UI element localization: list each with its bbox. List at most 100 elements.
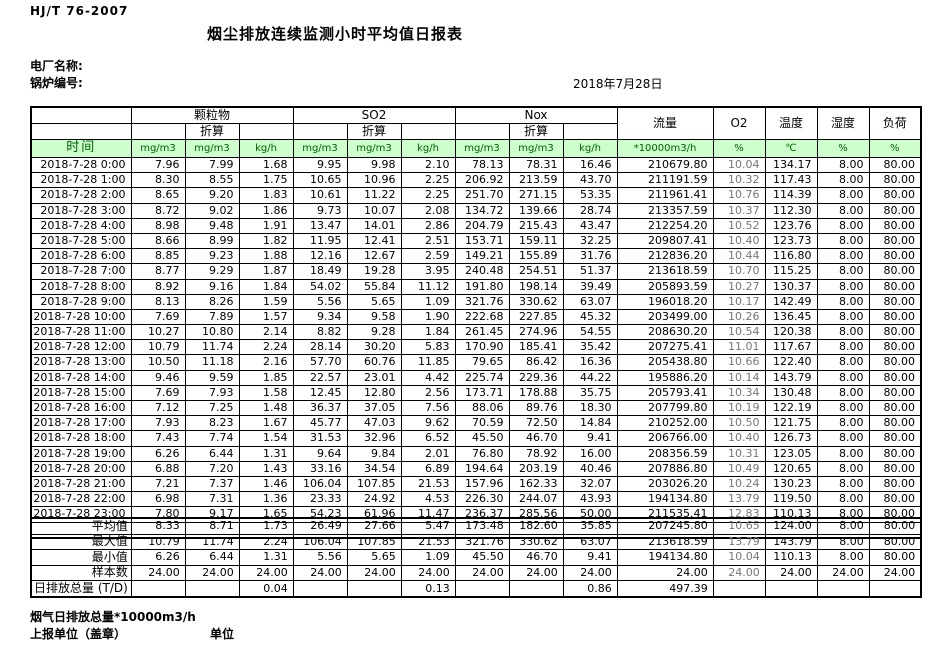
- value-cell: 54.02: [292, 278, 348, 295]
- value-cell: 24.00: [508, 564, 564, 582]
- value-cell: 213357.59: [616, 202, 714, 219]
- blank-cell: [292, 123, 348, 140]
- value-cell: 8.65: [130, 187, 186, 204]
- value-cell: 11.74: [184, 339, 240, 356]
- value-cell: 3.95: [400, 263, 456, 280]
- value-cell: 7.31: [184, 491, 240, 508]
- value-cell: 10.66: [712, 354, 766, 371]
- value-cell: 8.00: [816, 475, 870, 493]
- value-cell: 6.89: [400, 460, 456, 477]
- value-cell: 24.92: [346, 491, 402, 508]
- value-cell: 80.00: [868, 339, 922, 356]
- value-cell: 0.04: [238, 580, 294, 598]
- value-cell: 27.66: [346, 517, 402, 535]
- table-row: 2018-7-28 5:00 8.66 8.99 1.82 11.95 12.41 2.51…: [30, 232, 922, 250]
- value-cell: 185.41: [508, 339, 564, 356]
- value-cell: 80.00: [868, 445, 922, 462]
- time-cell: 2018-7-28 6:00: [30, 248, 132, 265]
- value-cell: 8.00: [816, 156, 870, 174]
- value-cell: [346, 580, 402, 598]
- value-cell: 8.99: [184, 232, 240, 250]
- value-cell: 1.68: [238, 156, 294, 174]
- time-cell: 2018-7-28 16:00: [30, 399, 132, 417]
- value-cell: 46.70: [508, 549, 564, 566]
- value-cell: 80.00: [868, 475, 922, 493]
- value-cell: 80.00: [868, 430, 922, 447]
- value-cell: 1.73: [238, 517, 294, 535]
- value-cell: 126.73: [764, 430, 818, 447]
- value-cell: 7.12: [130, 399, 186, 417]
- value-cell: 8.66: [130, 232, 186, 250]
- value-cell: 80.00: [868, 399, 922, 417]
- value-cell: 6.26: [130, 445, 186, 462]
- value-cell: 80.00: [868, 415, 922, 432]
- value-cell: 2.25: [400, 187, 456, 204]
- time-cell: 2018-7-28 11:00: [30, 324, 132, 341]
- value-cell: 80.00: [868, 202, 922, 219]
- summary-row: 最小值 6.26 6.44 1.31 5.56 5.65 1.09 45.50 46.70 9.4…: [30, 549, 922, 566]
- value-cell: 106.04: [292, 533, 348, 551]
- value-cell: [454, 580, 510, 598]
- value-cell: 23.01: [346, 369, 402, 386]
- value-cell: 32.07: [562, 475, 618, 493]
- value-cell: 80.00: [868, 324, 922, 341]
- value-cell: 24.00: [562, 564, 618, 582]
- value-cell: 204.79: [454, 217, 510, 234]
- value-cell: 8.92: [130, 278, 186, 295]
- value-cell: [292, 580, 348, 598]
- table-row: 2018-7-28 19:00 6.26 6.44 1.31 9.64 9.84 2.01 7…: [30, 445, 922, 462]
- value-cell: 88.06: [454, 399, 510, 417]
- value-cell: 2.59: [400, 248, 456, 265]
- value-cell: 207799.80: [616, 399, 714, 417]
- value-cell: 24.00: [616, 564, 714, 582]
- value-cell: 9.16: [184, 278, 240, 295]
- report-unit-label: 上报单位（盖章）: [30, 627, 127, 641]
- col-load: 负荷: [868, 106, 922, 140]
- value-cell: 8.00: [816, 232, 870, 250]
- blank-cell: [454, 123, 510, 140]
- value-cell: 35.75: [562, 384, 618, 402]
- value-cell: 1.09: [400, 293, 456, 310]
- summary-label: 样本数: [30, 564, 132, 582]
- value-cell: 1.82: [238, 232, 294, 250]
- value-cell: 136.45: [764, 308, 818, 326]
- time-cell: 2018-7-28 7:00: [30, 263, 132, 280]
- value-cell: 8.00: [816, 278, 870, 295]
- value-cell: 139.66: [508, 202, 564, 219]
- summary-row: 日排放总量 (T/D) 0.04 0.13 0.86 497.39: [30, 580, 922, 598]
- table-row: 2018-7-28 12:00 10.79 11.74 2.24 28.14 30.20 5…: [30, 339, 922, 356]
- value-cell: 8.00: [816, 399, 870, 417]
- value-cell: 63.07: [562, 293, 618, 310]
- value-cell: 153.71: [454, 232, 510, 250]
- value-cell: 9.64: [292, 445, 348, 462]
- value-cell: 10.07: [346, 202, 402, 219]
- time-cell: 2018-7-28 9:00: [30, 293, 132, 310]
- value-cell: 10.14: [712, 369, 766, 386]
- unit-cell: ℃: [764, 139, 818, 158]
- value-cell: 43.70: [562, 172, 618, 189]
- value-cell: 134.72: [454, 202, 510, 219]
- value-cell: 78.31: [508, 156, 564, 174]
- col-group-particulate: 颗粒物: [130, 106, 294, 124]
- value-cell: 5.47: [400, 517, 456, 535]
- value-cell: 1.48: [238, 399, 294, 417]
- converted-label-particulate: 折算: [184, 123, 240, 140]
- value-cell: 9.34: [292, 308, 348, 326]
- value-cell: 21.53: [400, 533, 456, 551]
- time-cell: 2018-7-28 4:00: [30, 217, 132, 234]
- unit-cell: kg/h: [238, 139, 294, 158]
- value-cell: 10.96: [346, 172, 402, 189]
- table-row: 2018-7-28 8:00 8.92 9.16 1.84 54.02 55.84 11.1…: [30, 278, 922, 295]
- value-cell: [764, 580, 818, 598]
- value-cell: 321.76: [454, 293, 510, 310]
- value-cell: 7.93: [184, 384, 240, 402]
- value-cell: 8.55: [184, 172, 240, 189]
- value-cell: 2.51: [400, 232, 456, 250]
- value-cell: 24.00: [292, 564, 348, 582]
- value-cell: 1.86: [238, 202, 294, 219]
- time-header: 时间: [30, 139, 132, 158]
- unit-cell: kg/h: [562, 139, 618, 158]
- value-cell: 45.50: [454, 430, 510, 447]
- value-cell: 89.76: [508, 399, 564, 417]
